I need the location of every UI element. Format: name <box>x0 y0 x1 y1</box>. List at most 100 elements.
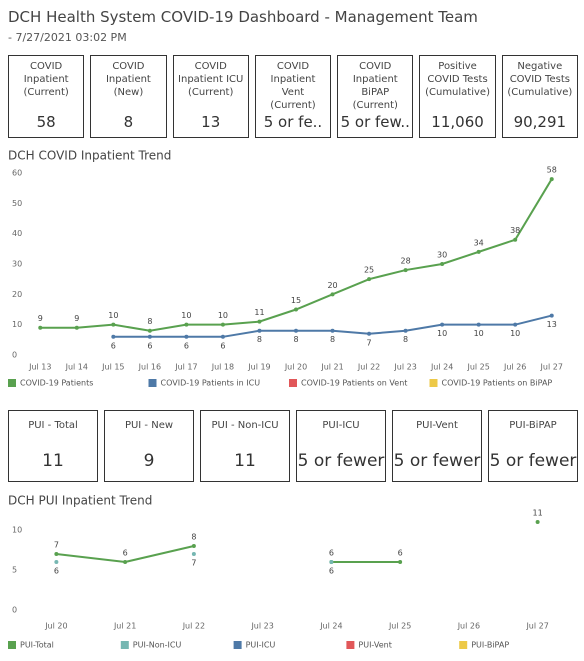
x-tick-label: Jul 13 <box>28 363 51 372</box>
kpi-card: COVID Inpatient BiPAP (Current) 5 or few.… <box>337 55 414 138</box>
kpi-value: 58 <box>36 113 56 131</box>
data-label: 10 <box>437 329 447 338</box>
kpi-label: COVID Inpatient BiPAP (Current) <box>352 61 398 111</box>
kpi-value: 5 or fewer <box>297 451 385 471</box>
kpi-label: PUI - Non-ICU <box>211 420 279 431</box>
data-label: 58 <box>547 166 557 175</box>
legend-swatch <box>429 379 438 387</box>
legend-swatch <box>346 641 355 649</box>
data-point <box>111 334 116 339</box>
data-label: 8 <box>293 335 298 344</box>
x-tick-label: Jul 16 <box>138 363 161 372</box>
x-tick-label: Jul 21 <box>320 363 343 372</box>
kpi-card: PUI - Non-ICU 11 <box>200 410 290 482</box>
data-label: 38 <box>510 226 520 235</box>
kpi-value: 5 or fewer <box>489 451 577 471</box>
kpi-card: COVID Inpatient (New) 8 <box>90 55 167 138</box>
kpi-value: 11 <box>234 451 256 471</box>
data-point <box>184 334 189 339</box>
legend-label: PUI-BiPAP <box>471 641 509 650</box>
y-tick-label: 0 <box>12 606 17 615</box>
data-label: 6 <box>111 341 116 350</box>
series-line <box>56 522 537 562</box>
data-label: 8 <box>147 317 152 326</box>
data-label: 6 <box>329 567 334 576</box>
kpi-card: PUI-Vent 5 or fewer <box>392 410 482 482</box>
x-tick-label: Jul 20 <box>44 622 67 631</box>
data-label: 20 <box>327 281 337 290</box>
data-point <box>147 328 152 333</box>
data-label: 30 <box>437 251 447 260</box>
kpi-label: PUI-ICU <box>322 420 360 431</box>
data-point <box>403 268 408 273</box>
legend-swatch <box>8 641 16 649</box>
legend-swatch <box>8 379 16 387</box>
data-point <box>74 325 79 330</box>
data-point <box>367 331 372 336</box>
x-tick-label: Jul 26 <box>457 622 480 631</box>
kpi-label: PUI-BiPAP <box>509 420 557 431</box>
chart: DCH COVID Inpatient Trend 0 10 20 30 40 50 60 Ju… <box>8 149 563 388</box>
x-tick-label: Jul 25 <box>388 622 411 631</box>
data-point <box>329 560 334 564</box>
x-tick-label: Jul 27 <box>525 622 548 631</box>
data-point <box>220 322 225 327</box>
data-point <box>535 520 540 524</box>
data-point <box>220 334 225 339</box>
data-point <box>257 319 262 324</box>
y-tick-label: 30 <box>12 260 22 269</box>
data-label: 28 <box>401 257 411 266</box>
data-point <box>54 560 59 564</box>
legend-swatch <box>148 379 157 387</box>
data-label: 8 <box>191 533 196 542</box>
kpi-label: COVID Inpatient (Current) <box>23 61 69 98</box>
kpi-value: 11 <box>42 451 64 471</box>
data-point <box>123 560 128 564</box>
data-label: 13 <box>547 320 557 329</box>
data-label: 10 <box>108 311 118 320</box>
legend-label: COVID-19 Patients <box>20 379 93 388</box>
x-tick-label: Jul 25 <box>466 363 489 372</box>
kpi-card: PUI-ICU 5 or fewer <box>296 410 386 482</box>
data-label: 15 <box>291 296 301 305</box>
data-label: 8 <box>330 335 335 344</box>
x-tick-label: Jul 18 <box>211 363 234 372</box>
x-tick-label: Jul 26 <box>503 363 526 372</box>
kpi-value: 90,291 <box>513 113 567 131</box>
data-label: 11 <box>254 308 264 317</box>
y-tick-label: 10 <box>12 526 22 535</box>
data-point <box>191 552 196 556</box>
x-tick-label: Jul 19 <box>247 363 270 372</box>
data-label: 10 <box>218 311 228 320</box>
kpi-label: PUI - New <box>124 420 174 431</box>
legend-swatch <box>120 641 129 649</box>
x-tick-label: Jul 17 <box>174 363 197 372</box>
kpi-card: COVID Inpatient ICU (Current) 13 <box>172 55 249 138</box>
y-tick-label: 10 <box>12 320 22 329</box>
data-point <box>54 552 59 556</box>
y-tick-label: 5 <box>12 566 17 575</box>
data-point <box>513 322 518 327</box>
kpi-card: Positive COVID Tests (Cumulative) 11,060 <box>419 55 496 138</box>
kpi-card: COVID Inpatient (Current) 58 <box>8 55 85 138</box>
dashboard-subtitle: - 7/27/2021 03:02 PM <box>8 31 127 44</box>
data-point <box>330 328 335 333</box>
data-point <box>549 177 554 182</box>
data-point <box>111 322 116 327</box>
legend-swatch <box>289 379 297 387</box>
data-point <box>294 328 298 333</box>
data-label: 6 <box>398 549 403 558</box>
data-point <box>184 322 189 327</box>
kpi-value: 9 <box>143 451 155 471</box>
data-label: 7 <box>191 559 196 568</box>
legend-label: COVID-19 Patients in ICU <box>161 379 261 388</box>
data-point <box>191 544 196 548</box>
data-point <box>403 328 408 333</box>
x-tick-label: Jul 24 <box>319 622 342 631</box>
data-label: 10 <box>510 329 520 338</box>
kpi-value: 8 <box>123 113 134 131</box>
data-label: 6 <box>329 549 334 558</box>
kpi-card: COVID Inpatient Vent (Current) 5 or fe.. <box>254 55 332 138</box>
data-label: 8 <box>403 335 408 344</box>
